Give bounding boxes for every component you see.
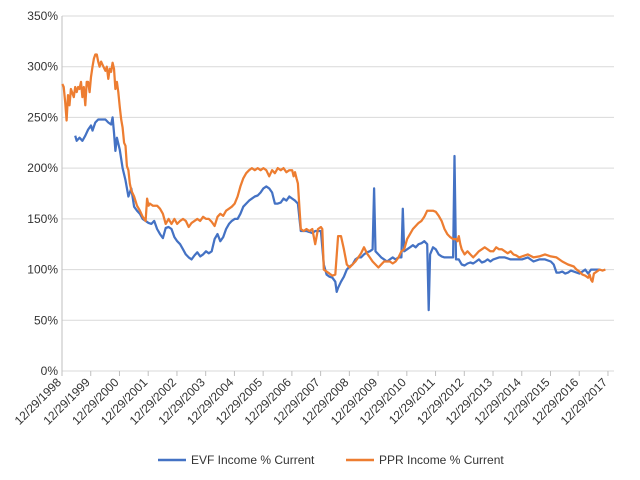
y-axis-tick-labels: 0% 50% 100% 150% 200% 250% 300% 350%	[27, 9, 58, 378]
legend-label-evf: EVF Income % Current	[191, 453, 315, 467]
gridlines	[61, 15, 614, 372]
series-line-evf	[74, 116, 600, 312]
legend: EVF Income % Current PPR Income % Current	[158, 453, 504, 467]
legend-label-ppr: PPR Income % Current	[379, 453, 504, 467]
y-tick-label: 250%	[27, 110, 58, 124]
y-tick-label: 100%	[27, 263, 58, 277]
y-tick-label: 300%	[27, 60, 58, 74]
y-tick-label: 200%	[27, 161, 58, 175]
series-line-ppr	[61, 53, 606, 283]
y-tick-label: 50%	[34, 313, 58, 327]
y-tick-label: 150%	[27, 212, 58, 226]
y-tick-label: 0%	[41, 364, 59, 378]
y-tick-label: 350%	[27, 9, 58, 23]
series-lines	[61, 53, 606, 312]
